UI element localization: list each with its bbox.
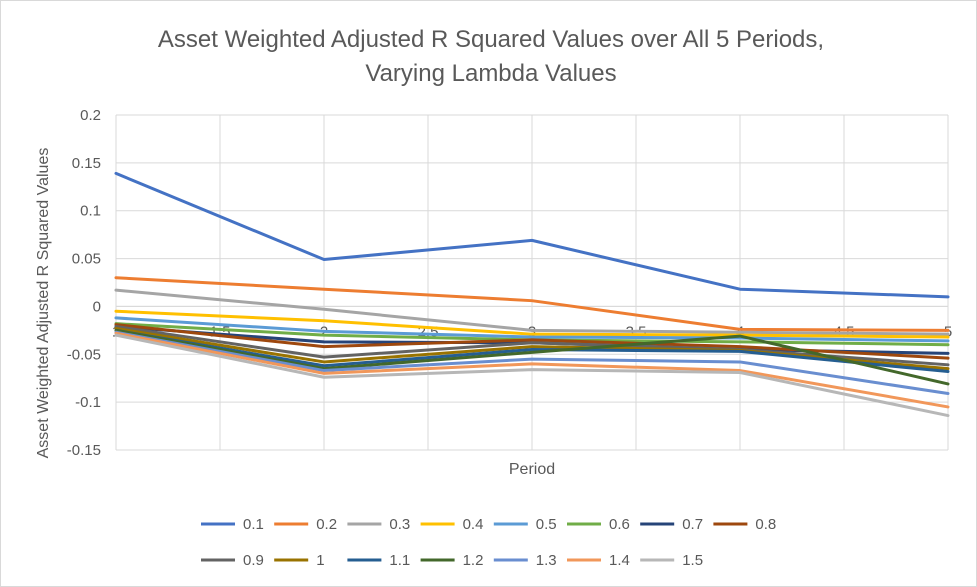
legend-label: 1.5 bbox=[682, 552, 703, 569]
legend-item-1-3: 1.3 bbox=[493, 552, 557, 569]
y-tick-label: -0.15 bbox=[67, 442, 101, 459]
x-tick-label: 3 bbox=[528, 323, 536, 340]
legend-item-0-9: 0.9 bbox=[201, 552, 264, 569]
series-line-0-8 bbox=[114, 323, 950, 360]
legend-label: 0.3 bbox=[389, 516, 410, 533]
y-tick-label: 0 bbox=[93, 298, 101, 315]
legend: 0.1 0.2 0.3 0.4 0.5 0.6 0.7 0.8 0.9 1 1.1 1.2 1.3 1.4… bbox=[201, 516, 776, 569]
legend-label: 0.7 bbox=[682, 516, 703, 533]
legend-item-1: 1 bbox=[274, 552, 325, 569]
chart-title-line-1: Asset Weighted Adjusted R Squared Values… bbox=[158, 26, 824, 53]
legend-item-0-1: 0.1 bbox=[201, 516, 264, 533]
series-line-1-1 bbox=[114, 328, 950, 374]
legend-label: 1.3 bbox=[536, 552, 557, 569]
y-tick-labels: -0.15 -0.1 -0.05 0 0.05 0.1 0.15 0.2 bbox=[67, 107, 101, 459]
y-tick-label: 0.05 bbox=[72, 251, 101, 268]
y-tick-label: -0.05 bbox=[67, 346, 101, 363]
legend-label: 1.4 bbox=[609, 552, 630, 569]
legend-label: 0.1 bbox=[243, 516, 264, 533]
series-line-1-4 bbox=[114, 331, 950, 409]
legend-label: 0.5 bbox=[536, 516, 557, 533]
legend-item-1-2: 1.2 bbox=[420, 552, 484, 569]
gridlines bbox=[115, 114, 949, 451]
legend-item-1-1: 1.1 bbox=[347, 552, 410, 569]
legend-item-0-3: 0.3 bbox=[347, 516, 410, 533]
y-tick-label: 0.15 bbox=[72, 155, 101, 172]
series-line-0-4 bbox=[114, 309, 950, 339]
series-lines bbox=[114, 171, 950, 418]
series-line-0-1 bbox=[114, 171, 950, 299]
y-tick-label: 0.2 bbox=[80, 107, 101, 124]
legend-item-1-4: 1.4 bbox=[567, 552, 630, 569]
legend-label: 0.4 bbox=[463, 516, 484, 533]
y-tick-label: 0.1 bbox=[80, 203, 101, 220]
series-line-0-2 bbox=[114, 276, 950, 332]
series-line-0-9 bbox=[114, 325, 950, 367]
y-tick-label: -0.1 bbox=[75, 394, 101, 411]
legend-label: 0.9 bbox=[243, 552, 264, 569]
legend-item-1-5: 1.5 bbox=[640, 552, 703, 569]
legend-label: 0.8 bbox=[755, 516, 776, 533]
y-axis-title: Asset Weighted Adjusted R Squared Values bbox=[35, 148, 52, 459]
legend-item-0-5: 0.5 bbox=[493, 516, 557, 533]
legend-label: 1.1 bbox=[389, 552, 410, 569]
legend-label: 0.2 bbox=[316, 516, 337, 533]
x-tick-label: 5 bbox=[944, 323, 952, 340]
series-line-0-3 bbox=[114, 288, 950, 336]
series-line-1-3 bbox=[114, 330, 950, 396]
series-line-1-5 bbox=[114, 333, 950, 418]
legend-item-0-2: 0.2 bbox=[274, 516, 337, 533]
legend-item-0-7: 0.7 bbox=[640, 516, 703, 533]
x-axis-title: Period bbox=[509, 461, 555, 478]
legend-label: 0.6 bbox=[609, 516, 630, 533]
series-line-1 bbox=[114, 326, 950, 371]
series-line-0-5 bbox=[114, 316, 950, 343]
legend-item-0-8: 0.8 bbox=[713, 516, 776, 533]
series-line-1-2 bbox=[114, 328, 950, 386]
chart-title-line-2: Varying Lambda Values bbox=[365, 60, 616, 87]
legend-label: 1 bbox=[316, 552, 324, 569]
legend-item-0-6: 0.6 bbox=[567, 516, 630, 533]
legend-item-0-4: 0.4 bbox=[420, 516, 484, 533]
legend-label: 1.2 bbox=[463, 552, 484, 569]
